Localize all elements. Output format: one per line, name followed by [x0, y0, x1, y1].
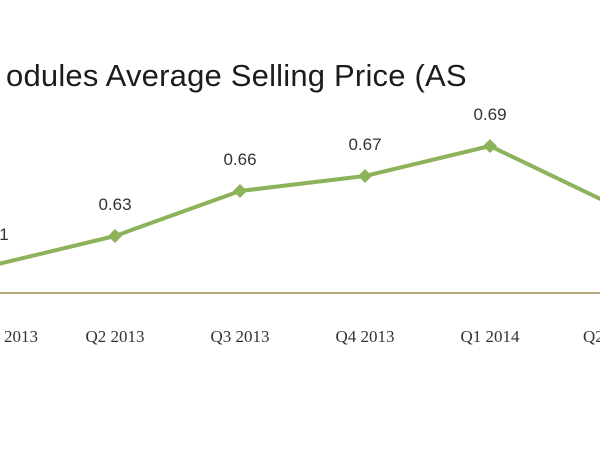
data-point-3 — [358, 169, 372, 183]
data-label-1: 0.63 — [98, 195, 131, 214]
x-tick-label-0: 2013 — [4, 327, 38, 346]
series-line — [0, 144, 600, 266]
x-tick-label-2: Q3 2013 — [210, 327, 269, 346]
data-label-3: 0.67 — [348, 135, 381, 154]
data-point-2 — [233, 184, 247, 198]
chart-title: odules Average Selling Price (AS — [6, 58, 467, 93]
x-tick-label-4: Q1 2014 — [460, 327, 520, 346]
data-point-1 — [108, 229, 122, 243]
data-label-2: 0.66 — [223, 150, 256, 169]
data-label-0: 1 — [0, 225, 9, 244]
data-point-4 — [483, 139, 497, 153]
data-label-4: 0.69 — [473, 105, 506, 124]
x-tick-label-5: Q2 — [583, 327, 600, 346]
x-tick-label-3: Q4 2013 — [335, 327, 394, 346]
x-tick-label-1: Q2 2013 — [85, 327, 144, 346]
